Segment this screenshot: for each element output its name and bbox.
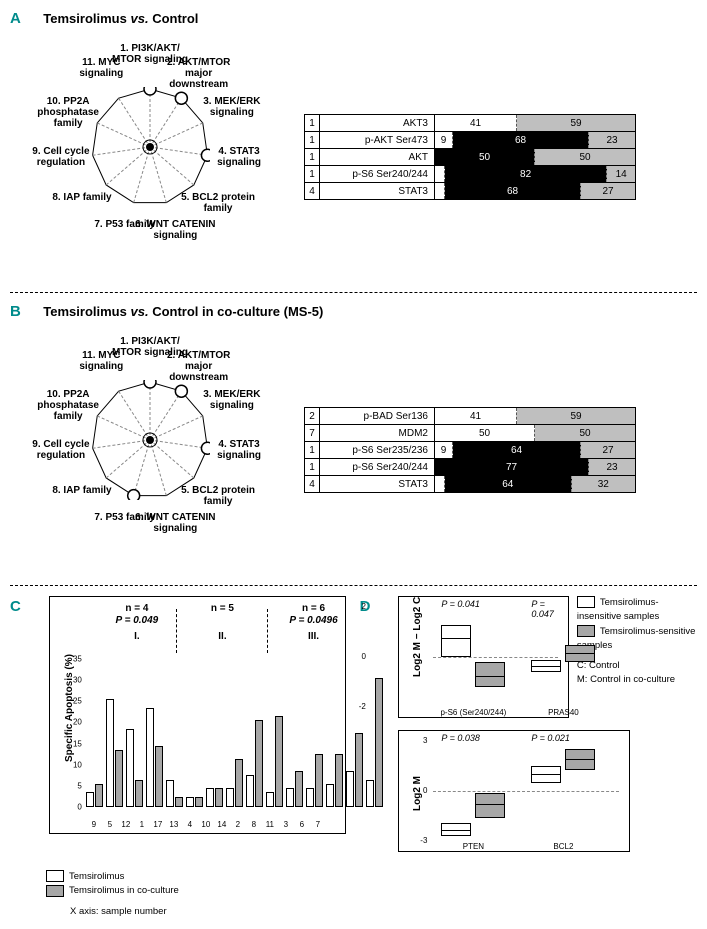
table-row: 4STAT36432 [305,476,636,493]
panel-b-label: B [10,303,21,320]
panel-a-label: A [10,10,21,27]
panel-a-row: 1. PI3K/AKT/MTOR signaling2. AKT/MTORmaj… [10,32,697,282]
table-row: 1p-S6 Ser235/23696427 [305,442,636,459]
radar-vertex-label: 8. IAP family [37,192,127,203]
radar-vertex-label: 7. P53 family [80,219,170,230]
radar-vertex-label: 2. AKT/MTORmajordownstream [154,350,244,383]
panel-a-header: A Temsirolimus vs. Control [10,10,697,28]
panel-c-bars [86,653,337,807]
panel-d: Log2 M − Log2 C-202p-S6 (Ser240/244)P = … [398,596,697,864]
panel-c-chart: Specific Apoptosis (%) 05101520253035 95… [49,596,346,834]
radar-vertex-label: 4. STAT3signaling [194,146,284,168]
radar-vertex-label: 10. PP2Aphosphatasefamily [23,96,113,129]
table-row: 1p-S6 Ser240/2448214 [305,166,636,183]
panel-a-table: 1AKT341591p-AKT Ser473968231AKT50501p-S6… [304,114,636,200]
table-row: 2p-BAD Ser1364159 [305,408,636,425]
table-row: 1AKT5050 [305,149,636,166]
separator [10,585,697,586]
panel-b-radar: 1. PI3K/AKT/MTOR signaling2. AKT/MTORmaj… [10,325,290,575]
panel-c-yaxis: 05101520253035 [56,653,84,807]
radar-vertex-label: 11. MYCsignaling [56,57,146,79]
panel-d-chart2: Log2 M-303PTENP = 0.038BCL2P = 0.021 [398,730,630,852]
radar-vertex-label: 10. PP2Aphosphatasefamily [23,389,113,422]
radar-vertex-label: 11. MYCsignaling [56,350,146,372]
table-row: 4STAT36827 [305,183,636,200]
radar-vertex-label: 5. BCL2 proteinfamily [173,192,263,214]
panel-d-chart1: Log2 M − Log2 C-202p-S6 (Ser240/244)P = … [398,596,568,718]
panel-c-xlabels: 951211713410142811367 [86,820,337,829]
panel-a-title: Temsirolimus vs. Control [43,11,198,26]
panel-b-title: Temsirolimus vs. Control in co-culture (… [43,304,323,319]
panel-c-legend: Temsirolimus Temsirolimus in co-culture … [46,870,697,919]
radar-vertex-label: 3. MEK/ERKsignaling [187,96,277,118]
panel-b-row: 1. PI3K/AKT/MTOR signaling2. AKT/MTORmaj… [10,325,697,575]
radar-vertex-label: 7. P53 family [80,512,170,523]
radar-vertex-label: 9. Cell cycleregulation [16,439,106,461]
panel-b-header: B Temsirolimus vs. Control in co-culture… [10,303,697,321]
radar-vertex-label: 9. Cell cycleregulation [16,146,106,168]
table-row: 1p-S6 Ser240/2447723 [305,459,636,476]
panel-c-label: C [10,598,21,864]
radar-vertex-label: 2. AKT/MTORmajordownstream [154,57,244,90]
radar-vertex-label: 3. MEK/ERKsignaling [187,389,277,411]
radar-vertex-label: 4. STAT3signaling [194,439,284,461]
panel-b-table: 2p-BAD Ser13641597MDM250501p-S6 Ser235/2… [304,407,636,493]
panel-a-radar: 1. PI3K/AKT/MTOR signaling2. AKT/MTORmaj… [10,32,290,282]
radar-vertex-label: 8. IAP family [37,485,127,496]
radar-vertex-label: 5. BCL2 proteinfamily [173,485,263,507]
table-row: 1AKT34159 [305,115,636,132]
separator [10,292,697,293]
table-row: 7MDM25050 [305,425,636,442]
table-row: 1p-AKT Ser47396823 [305,132,636,149]
